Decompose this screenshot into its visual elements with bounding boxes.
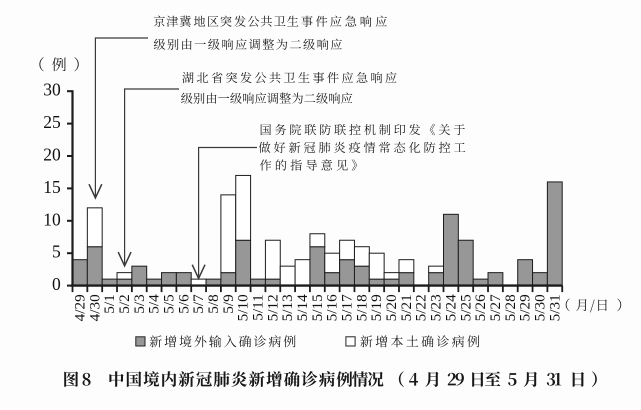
- svg-text:5/5: 5/5: [160, 294, 177, 313]
- svg-text:5/25: 5/25: [457, 294, 474, 321]
- svg-text:5/20: 5/20: [383, 294, 400, 321]
- svg-text:5/24: 5/24: [442, 294, 459, 321]
- svg-text:4/30: 4/30: [86, 294, 103, 321]
- svg-text:5/2: 5/2: [116, 294, 133, 313]
- svg-text:5/15: 5/15: [309, 294, 326, 321]
- svg-text:5/3: 5/3: [131, 294, 148, 313]
- svg-text:15: 15: [43, 177, 61, 197]
- svg-text:5: 5: [52, 242, 61, 262]
- svg-text:5/22: 5/22: [413, 294, 430, 321]
- svg-text:30: 30: [43, 80, 61, 100]
- svg-text:10: 10: [43, 209, 61, 229]
- svg-text:5/11: 5/11: [250, 294, 267, 320]
- svg-text:5/8: 5/8: [205, 294, 222, 314]
- svg-text:5/7: 5/7: [190, 294, 207, 314]
- svg-text:5/21: 5/21: [398, 294, 415, 321]
- svg-text:5/31: 5/31: [546, 294, 563, 321]
- svg-text:5/12: 5/12: [264, 294, 281, 321]
- svg-text:5/14: 5/14: [294, 294, 311, 321]
- svg-text:5/6: 5/6: [175, 294, 192, 314]
- svg-text:5/9: 5/9: [220, 294, 237, 313]
- svg-text:5/29: 5/29: [517, 294, 534, 321]
- svg-text:20: 20: [43, 145, 61, 165]
- svg-text:5/30: 5/30: [531, 294, 548, 321]
- svg-text:0: 0: [52, 274, 61, 294]
- svg-text:5/18: 5/18: [353, 294, 370, 321]
- svg-text:5/4: 5/4: [146, 294, 163, 314]
- svg-text:5/23: 5/23: [428, 294, 445, 321]
- svg-text:5/26: 5/26: [472, 294, 489, 321]
- svg-text:5/1: 5/1: [101, 294, 118, 313]
- svg-text:5/13: 5/13: [279, 294, 296, 321]
- svg-text:5/28: 5/28: [502, 294, 519, 321]
- svg-text:5/27: 5/27: [487, 294, 504, 321]
- svg-text:25: 25: [43, 112, 61, 132]
- svg-text:5/17: 5/17: [339, 294, 356, 321]
- svg-text:5/19: 5/19: [368, 294, 385, 321]
- svg-text:5/10: 5/10: [235, 294, 252, 321]
- svg-text:4/29: 4/29: [71, 294, 88, 321]
- svg-text:5/16: 5/16: [324, 294, 341, 321]
